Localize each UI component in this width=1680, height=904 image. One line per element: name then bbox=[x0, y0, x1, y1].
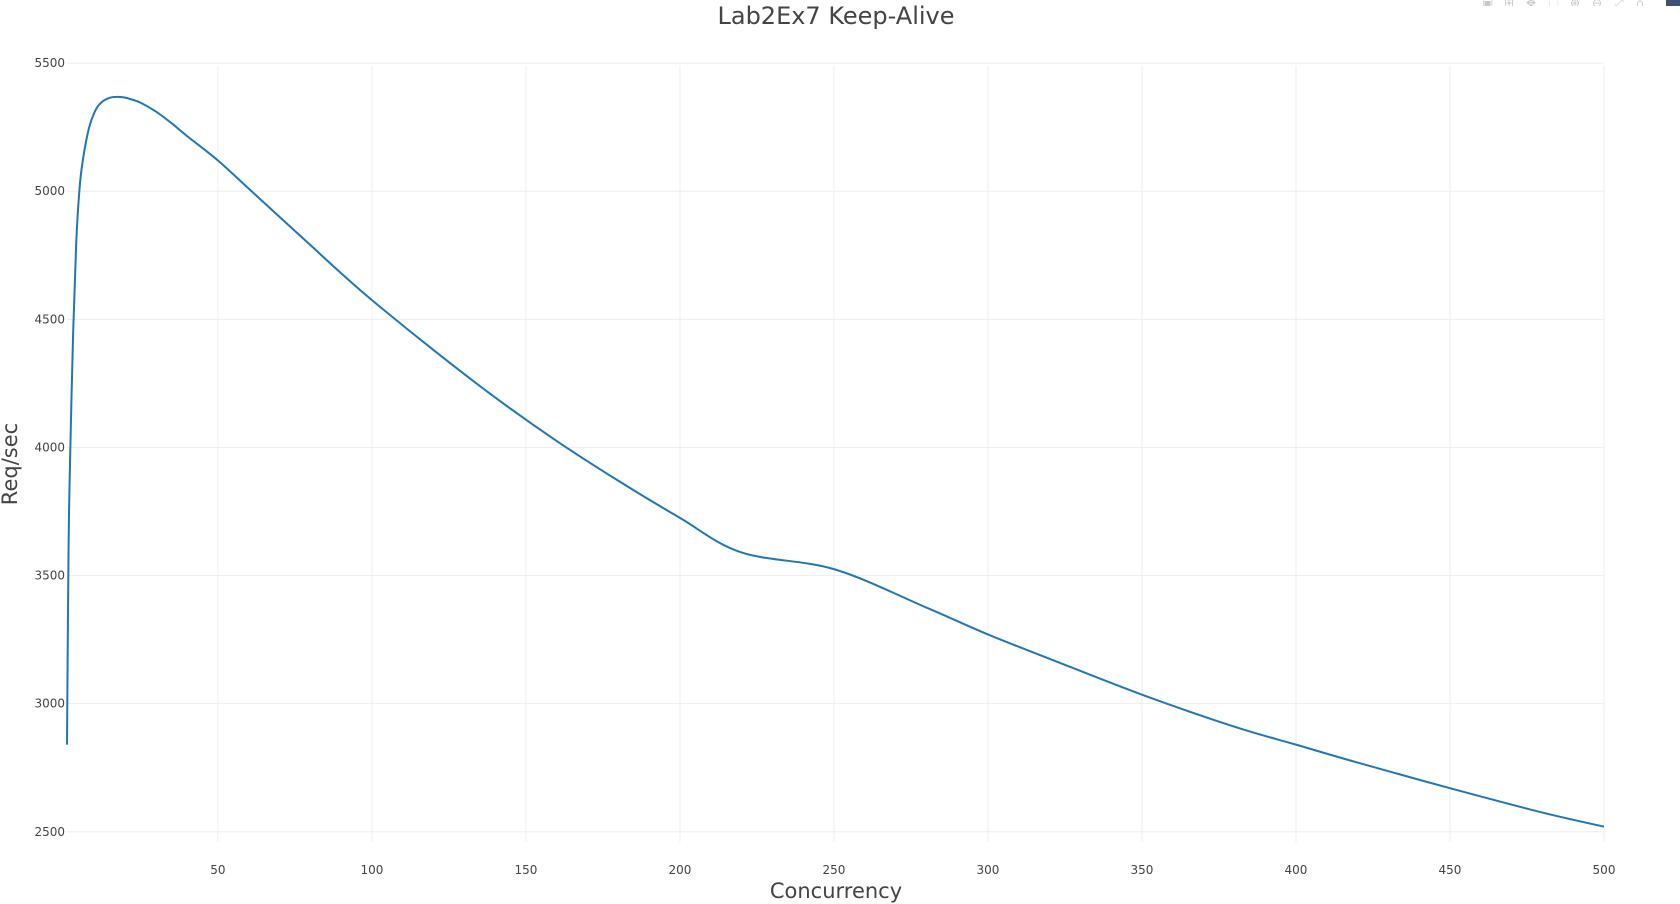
box-select-icon[interactable]: ⬚ bbox=[1548, 0, 1564, 6]
x-tick-label: 500 bbox=[1593, 863, 1616, 877]
grid-lines bbox=[67, 62, 1605, 842]
x-tick-label: 250 bbox=[823, 863, 846, 877]
zoom-icon[interactable]: ⊞ bbox=[1504, 0, 1520, 6]
x-tick-label: 300 bbox=[977, 863, 1000, 877]
x-tick-label: 200 bbox=[668, 863, 691, 877]
y-tick-label: 2500 bbox=[34, 825, 65, 839]
y-tick-label: 3500 bbox=[34, 569, 65, 583]
y-tick-label: 4000 bbox=[34, 440, 65, 454]
chart-title: Lab2Ex7 Keep-Alive bbox=[717, 2, 954, 30]
tick-labels: 50 100 150 200 250 300 350 400 450 500 2500 3000 350… bbox=[34, 56, 1615, 877]
x-tick-label: 450 bbox=[1439, 863, 1462, 877]
x-axis-title: Concurrency bbox=[770, 879, 902, 903]
reset-axes-icon[interactable]: ⌂ bbox=[1636, 0, 1652, 6]
y-tick-label: 5000 bbox=[34, 184, 65, 198]
autoscale-icon[interactable]: ⤢ bbox=[1614, 0, 1630, 6]
x-tick-label: 150 bbox=[514, 863, 537, 877]
pan-icon[interactable]: ✥ bbox=[1526, 0, 1542, 6]
plotly-logo-icon[interactable] bbox=[1666, 0, 1680, 6]
zoom-out-icon[interactable]: ⊖ bbox=[1592, 0, 1608, 6]
y-tick-label: 5500 bbox=[34, 56, 65, 70]
x-tick-label: 350 bbox=[1131, 863, 1154, 877]
y-axis-title: Req/sec bbox=[0, 423, 22, 505]
y-tick-label: 4500 bbox=[34, 312, 65, 326]
x-tick-label: 100 bbox=[360, 863, 383, 877]
series-line[interactable] bbox=[66, 95, 1605, 828]
camera-icon[interactable]: ▣ bbox=[1482, 0, 1498, 6]
modebar: ▣ ⊞ ✥ ⬚ ⊕ ⊖ ⤢ ⌂ bbox=[1482, 0, 1680, 8]
zoom-in-icon[interactable]: ⊕ bbox=[1570, 0, 1586, 6]
series-layer bbox=[66, 95, 1605, 828]
x-tick-label: 400 bbox=[1285, 863, 1308, 877]
y-tick-label: 3000 bbox=[34, 697, 65, 711]
x-tick-label: 50 bbox=[210, 863, 225, 877]
